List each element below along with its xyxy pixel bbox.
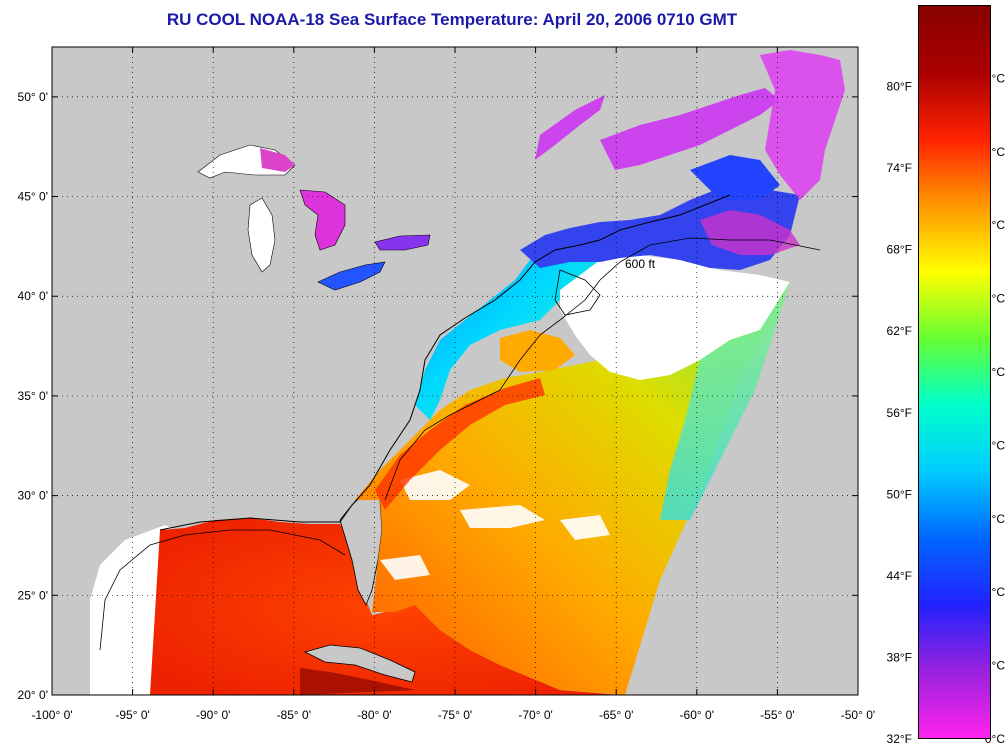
fahrenheit-label: 50°F (887, 487, 912, 501)
lat-tick-label: 45° 0' (18, 190, 48, 204)
lon-tick-label: -65° 0' (599, 708, 633, 722)
longitude-ticks: -100° 0' -95° 0' -90° 0' -85° 0' -80° 0' -75°… (31, 47, 875, 722)
atlantic-cloud-patches (380, 470, 610, 580)
lake-superior-magenta (260, 148, 295, 172)
st-lawrence-water (535, 88, 780, 170)
fahrenheit-labels: 80°F 74°F 68°F 62°F 56°F 50°F 44°F 38°F 32°F (887, 80, 912, 746)
northeast-islands-water (760, 50, 845, 200)
lat-tick-label: 35° 0' (18, 389, 48, 403)
temperature-colorbar (918, 5, 991, 739)
cuba-land (303, 644, 416, 683)
lon-tick-label: -100° 0' (31, 708, 72, 722)
lat-tick-label: 40° 0' (18, 289, 48, 303)
lake-huron (299, 189, 346, 251)
cloud-east (560, 255, 790, 380)
lat-tick-label: 30° 0' (18, 489, 48, 503)
lat-tick-label: 20° 0' (18, 688, 48, 702)
lake-erie (317, 261, 386, 291)
northeast-water (660, 282, 790, 520)
lon-tick-label: -85° 0' (277, 708, 311, 722)
fahrenheit-label: 68°F (887, 243, 912, 257)
fahrenheit-label: 32°F (887, 732, 912, 746)
lon-tick-label: -75° 0' (438, 708, 472, 722)
gulf-cloud-west (90, 525, 175, 695)
gulf-warm-water (150, 518, 620, 695)
caribbean-warm (300, 668, 415, 695)
lon-tick-label: -80° 0' (357, 708, 391, 722)
lat-tick-label: 25° 0' (18, 588, 48, 602)
fahrenheit-label: 38°F (887, 650, 912, 664)
lon-tick-label: -70° 0' (518, 708, 552, 722)
lake-ontario (374, 234, 431, 251)
depth-contour-600ft (99, 237, 821, 651)
atlantic-warm-water (355, 282, 790, 695)
fahrenheit-label: 56°F (887, 406, 912, 420)
shelf-water (415, 235, 610, 420)
fahrenheit-label: 44°F (887, 569, 912, 583)
coastline (159, 194, 731, 531)
lat-tick-label: 50° 0' (18, 90, 48, 104)
contour-label: 600 ft (625, 257, 656, 271)
lake-michigan (247, 197, 276, 273)
lon-tick-label: -90° 0' (196, 708, 230, 722)
lon-tick-label: -95° 0' (115, 708, 149, 722)
fahrenheit-label: 62°F (887, 324, 912, 338)
fahrenheit-label: 80°F (887, 80, 912, 94)
lon-tick-label: -60° 0' (680, 708, 714, 722)
map-frame (51, 46, 859, 696)
latitude-ticks: 20° 0' 25° 0' 30° 0' 35° 0' 40° 0' 45° 0' 50° … (18, 90, 858, 702)
map-title: RU COOL NOAA-18 Sea Surface Temperature:… (166, 10, 738, 29)
canada-magenta-water (700, 210, 800, 255)
gulf-stream-core (375, 378, 545, 510)
lon-tick-label: -55° 0' (760, 708, 794, 722)
fahrenheit-label: 74°F (887, 161, 912, 175)
labrador-blue (690, 155, 780, 200)
grid-lines (52, 47, 858, 695)
lon-tick-label: -50° 0' (841, 708, 875, 722)
